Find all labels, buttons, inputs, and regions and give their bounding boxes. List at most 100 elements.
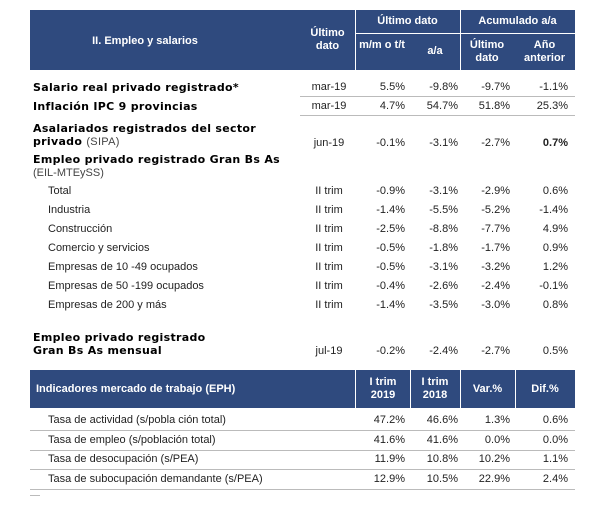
period-cell: II trim xyxy=(315,185,343,197)
row-label: Construcción xyxy=(48,223,113,235)
value-cell: -0.5% xyxy=(376,242,405,254)
value-cell: -0.5% xyxy=(376,261,405,273)
row-line xyxy=(30,495,40,496)
value-cell: 51.8% xyxy=(478,100,510,112)
section-note: (EIL-MTEySS) xyxy=(33,167,104,179)
row-label: Tasa de empleo (s/población total) xyxy=(48,433,216,446)
value-cell: -2.5% xyxy=(376,223,405,235)
row-line xyxy=(30,430,575,431)
value-cell: -3.1% xyxy=(429,137,458,149)
value-cell: 25.3% xyxy=(536,100,568,112)
value-cell: -2.9% xyxy=(481,185,510,197)
value-cell: -1.4% xyxy=(376,299,405,311)
value-cell: 10.5% xyxy=(426,472,458,485)
row-label: Empresas de 50 -199 ocupados xyxy=(48,280,204,292)
value-cell: -2.4% xyxy=(429,345,458,357)
value-cell: 1.2% xyxy=(542,261,568,273)
header-cell: Dif.% xyxy=(531,383,559,395)
row-label: Industria xyxy=(48,204,91,216)
header-cell: m/m o t/t xyxy=(359,39,405,51)
value-cell: -9.7% xyxy=(481,81,510,93)
period-cell: II trim xyxy=(315,299,343,311)
header-title: Indicadores mercado de trabajo (EPH) xyxy=(36,383,236,395)
value-cell: -8.8% xyxy=(429,223,458,235)
header-cell: Año anterior xyxy=(524,39,565,64)
value-cell: 12.9% xyxy=(373,472,405,485)
value-cell: 54.7% xyxy=(426,100,458,112)
row-label: Empleo privado registrado Gran Bs As men… xyxy=(33,331,206,357)
value-cell: -1.4% xyxy=(376,204,405,216)
header-title: II. Empleo y salarios xyxy=(92,35,198,47)
row-label: Asalariados registrados del sector priva… xyxy=(33,122,256,148)
value-cell: -1.4% xyxy=(539,204,568,216)
value-cell: -2.6% xyxy=(429,280,458,292)
period-cell: jul-19 xyxy=(315,345,343,357)
header-cell: I trim 2019 xyxy=(369,376,397,401)
value-cell: -3.2% xyxy=(481,261,510,273)
row-line xyxy=(300,96,575,97)
value-cell: 41.6% xyxy=(426,433,458,446)
value-cell: -1.8% xyxy=(429,242,458,254)
value-cell: 0.8% xyxy=(542,299,568,311)
row-label: Empresas de 10 -49 ocupados xyxy=(48,261,198,273)
divider xyxy=(460,10,461,70)
value-cell: 0.5% xyxy=(542,345,568,357)
row-label: Comercio y servicios xyxy=(48,242,150,254)
value-cell: -0.9% xyxy=(376,185,405,197)
period-cell: II trim xyxy=(315,223,343,235)
header-cell: I trim 2018 xyxy=(421,376,449,401)
period-cell: II trim xyxy=(315,204,343,216)
value-cell: 2.4% xyxy=(542,472,568,485)
divider xyxy=(515,370,516,408)
value-cell: -3.5% xyxy=(429,299,458,311)
period-cell: mar-19 xyxy=(311,81,347,93)
value-cell: 0.0% xyxy=(484,433,510,446)
value-cell: -0.1% xyxy=(376,137,405,149)
value-cell: -1.1% xyxy=(539,81,568,93)
value-cell: -7.7% xyxy=(481,223,510,235)
value-cell: 5.5% xyxy=(379,81,405,93)
header-band xyxy=(30,10,575,70)
value-cell: 10.8% xyxy=(426,453,458,465)
header-cell: a/a xyxy=(427,45,443,57)
value-cell: -0.2% xyxy=(376,345,405,357)
value-cell: -1.7% xyxy=(481,242,510,254)
row-line xyxy=(30,469,575,470)
header-cell: Último dato xyxy=(469,39,505,64)
period-cell: II trim xyxy=(315,242,343,254)
value-cell: 1.1% xyxy=(542,453,568,465)
value-cell: 0.6% xyxy=(542,185,568,197)
divider xyxy=(355,33,575,34)
header-band xyxy=(30,370,575,408)
row-line xyxy=(30,449,575,451)
row-line xyxy=(300,115,575,116)
row-note: (SIPA) xyxy=(86,136,120,148)
row-label: Inflación IPC 9 provincias xyxy=(33,100,198,113)
row-label: Tasa de desocupación (s/PEA) xyxy=(48,453,199,465)
value-cell: 4.9% xyxy=(542,223,568,235)
value-cell: -2.7% xyxy=(481,137,510,149)
header-group: Acumulado a/a xyxy=(478,15,557,27)
section-title: Empleo privado registrado Gran Bs As xyxy=(33,153,280,166)
value-cell: -2.4% xyxy=(481,280,510,292)
value-cell: -0.1% xyxy=(539,280,568,292)
value-cell: 47.2% xyxy=(373,414,405,426)
value-cell: 11.9% xyxy=(374,453,405,465)
period-cell: jun-19 xyxy=(313,137,345,149)
row-label: Tasa de actividad (s/pobla ción total) xyxy=(48,414,226,426)
row-line xyxy=(30,488,575,490)
period-cell: II trim xyxy=(315,280,343,292)
header-group: Último dato xyxy=(377,15,438,27)
header-cell: Último dato xyxy=(310,27,345,52)
value-cell: 46.6% xyxy=(426,414,458,426)
period-cell: mar-19 xyxy=(311,100,347,112)
value-cell: -9.8% xyxy=(429,81,458,93)
period-cell: II trim xyxy=(315,261,343,273)
row-label: Tasa de subocupación demandante (s/PEA) xyxy=(48,472,263,485)
divider xyxy=(460,370,461,408)
value-cell: -2.7% xyxy=(481,345,510,357)
value-cell: -3.1% xyxy=(429,185,458,197)
row-label: Total xyxy=(48,185,72,197)
value-cell: -5.2% xyxy=(481,204,510,216)
